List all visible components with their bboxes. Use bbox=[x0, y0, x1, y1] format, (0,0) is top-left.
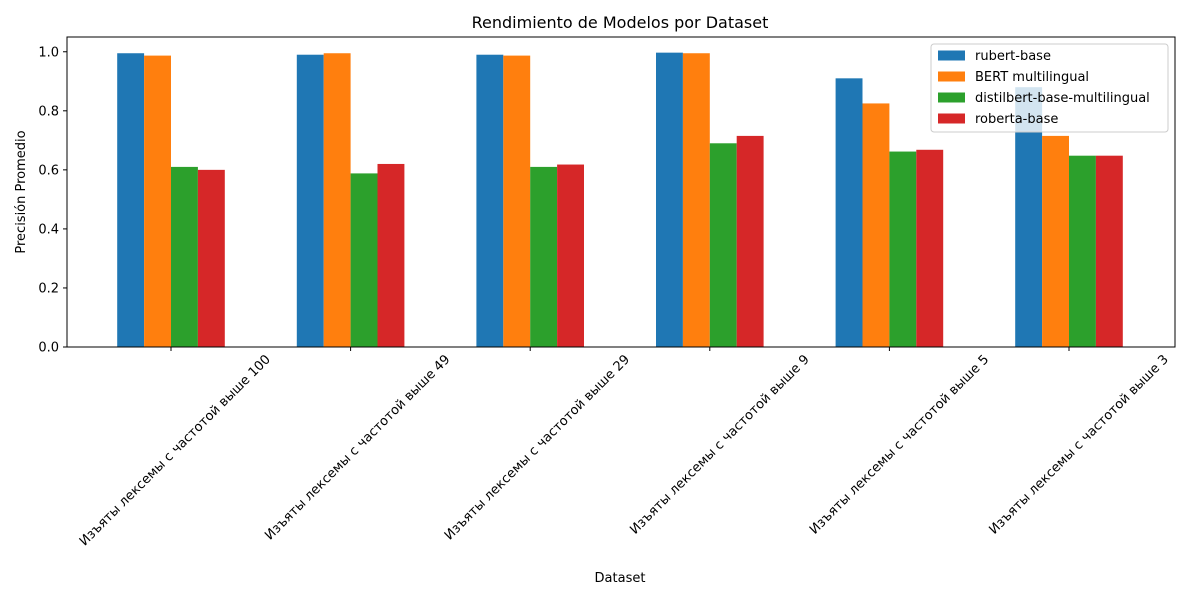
bar-bert-multilingual-2 bbox=[503, 55, 531, 347]
y-tick-label-3: 0.6 bbox=[38, 163, 59, 178]
bar-distilbert-base-multilingual-1 bbox=[350, 173, 378, 347]
bar-bert-multilingual-3 bbox=[682, 53, 710, 348]
legend-swatch-2 bbox=[938, 92, 965, 103]
bar-roberta-base-4 bbox=[916, 149, 944, 347]
legend-label-2: distilbert-base-multilingual bbox=[975, 91, 1150, 106]
bar-bert-multilingual-5 bbox=[1042, 135, 1069, 347]
bar-distilbert-base-multilingual-4 bbox=[889, 151, 917, 347]
y-tick-label-5: 1.0 bbox=[38, 45, 59, 60]
y-axis-label: Precisión Promedio bbox=[14, 130, 29, 253]
bar-distilbert-base-multilingual-2 bbox=[530, 166, 558, 347]
x-tick-label-4: Изъяты лексемы с частотой выше 5 bbox=[807, 352, 992, 537]
y-tick-label-2: 0.4 bbox=[38, 222, 59, 237]
x-tick-label-2: Изъяты лексемы с частотой выше 29 bbox=[442, 352, 633, 543]
legend-label-0: rubert-base bbox=[975, 49, 1051, 64]
bar-roberta-base-3 bbox=[736, 135, 764, 347]
legend: rubert-base BERT multilingual distilbert-b… bbox=[930, 43, 1169, 133]
x-tick-label-0: Изъяты лексемы с частотой выше 100 bbox=[77, 352, 274, 549]
bar-distilbert-base-multilingual-0 bbox=[171, 166, 198, 347]
bar-roberta-base-0 bbox=[197, 169, 225, 347]
y-tick-label-4: 0.8 bbox=[38, 104, 59, 119]
bar-roberta-base-5 bbox=[1095, 155, 1123, 347]
legend-box bbox=[930, 43, 1169, 133]
bar-distilbert-base-multilingual-5 bbox=[1069, 155, 1096, 347]
bar-bert-multilingual-0 bbox=[144, 55, 171, 347]
plot-frame bbox=[66, 36, 1176, 348]
x-tick-label-1: Изъяты лексемы с частотой выше 49 bbox=[262, 352, 453, 543]
bar-rubert-base-0 bbox=[117, 53, 145, 348]
bar-bert-multilingual-1 bbox=[323, 53, 351, 348]
bar-roberta-base-2 bbox=[557, 164, 584, 347]
bar-rubert-base-4 bbox=[835, 78, 863, 347]
x-tick-label-3: Изъяты лексемы с частотой выше 9 bbox=[627, 352, 812, 537]
legend-swatch-1 bbox=[938, 71, 965, 82]
x-tick-label-5: Изъяты лексемы с частотой выше 3 bbox=[987, 352, 1172, 537]
legend-swatch-3 bbox=[938, 113, 965, 124]
legend-swatch-0 bbox=[938, 50, 965, 61]
bar-roberta-base-1 bbox=[377, 163, 405, 347]
x-axis-label: Dataset bbox=[595, 571, 646, 586]
y-tick-label-0: 0.0 bbox=[38, 341, 59, 356]
legend-label-1: BERT multilingual bbox=[975, 70, 1089, 85]
bar-distilbert-base-multilingual-3 bbox=[709, 143, 737, 347]
bar-rubert-base-2 bbox=[476, 54, 504, 348]
bar-bert-multilingual-4 bbox=[862, 103, 890, 348]
bar-rubert-base-1 bbox=[296, 54, 324, 348]
bar-rubert-base-3 bbox=[656, 52, 683, 348]
y-tick-label-1: 0.2 bbox=[38, 281, 59, 296]
bars-group bbox=[117, 52, 1123, 348]
legend-label-3: roberta-base bbox=[975, 112, 1058, 127]
chart-title: Rendimiento de Modelos por Dataset bbox=[472, 13, 769, 32]
